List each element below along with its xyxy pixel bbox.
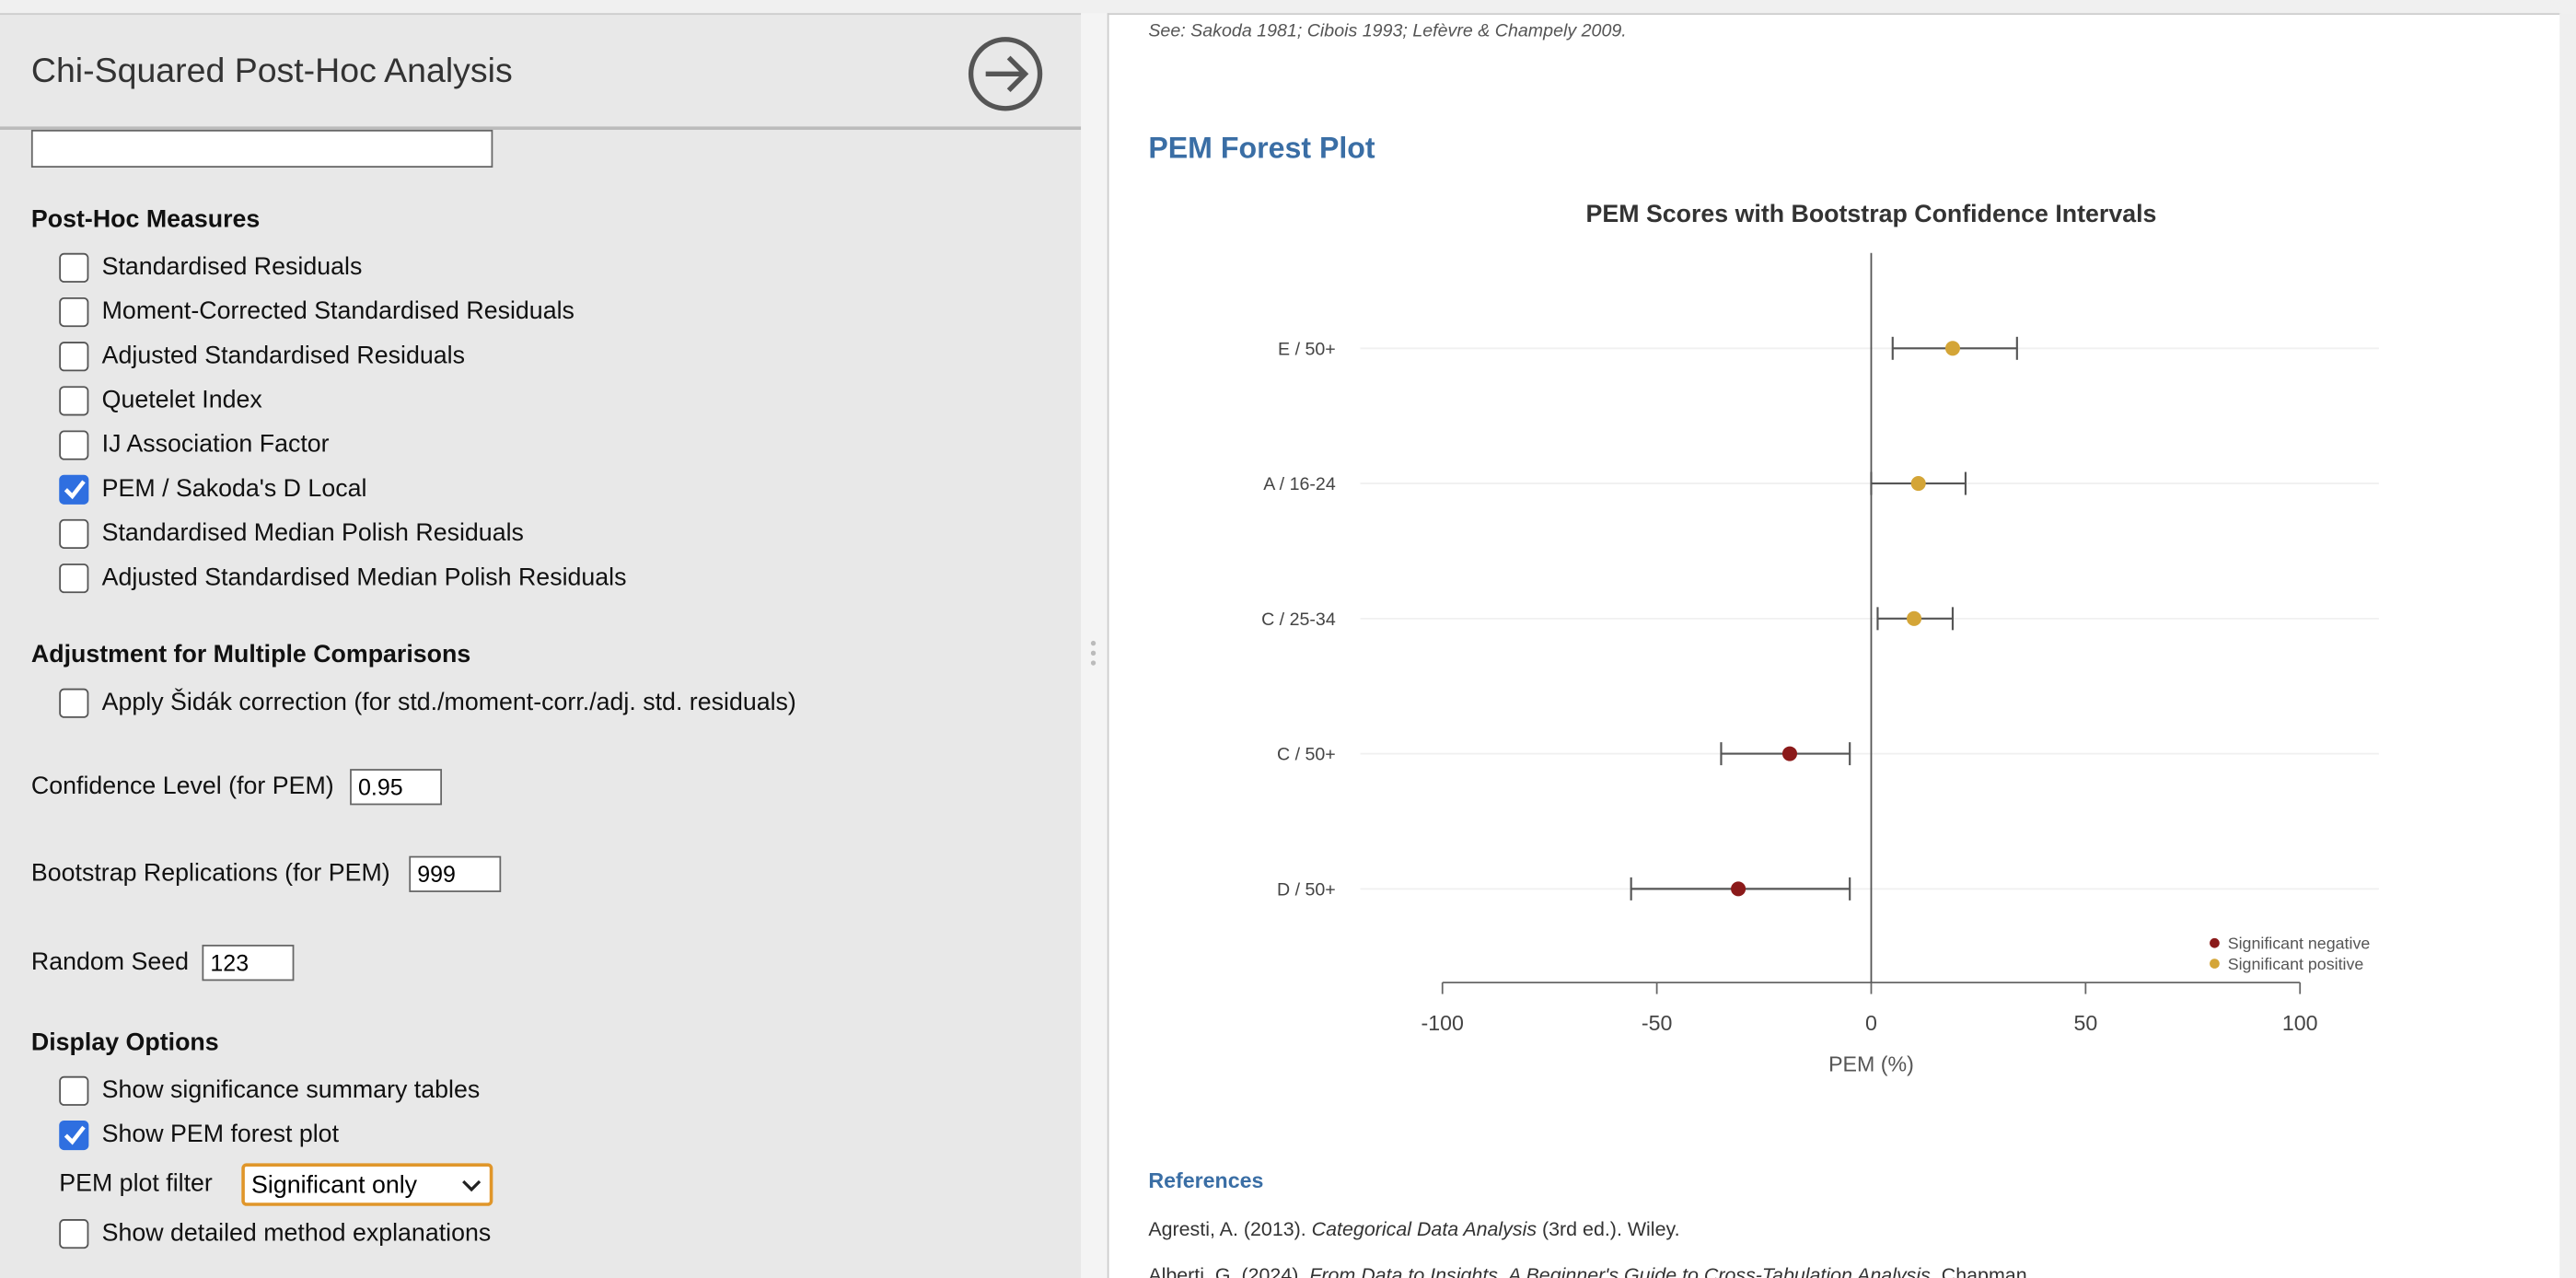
checkbox[interactable] [59, 386, 89, 416]
text-input[interactable] [30, 129, 493, 168]
select[interactable]: Significant only [241, 1163, 493, 1206]
reference: Agresti, A. (2013). Categorical Data Ana… [1148, 1217, 1679, 1240]
output-panel: See: Sakoda 1981; Cibois 1993; Lefèvre &… [1107, 13, 2561, 1278]
checkbox[interactable] [59, 252, 89, 283]
checkbox[interactable] [59, 563, 89, 594]
checkbox[interactable] [59, 518, 89, 550]
reference-part: Agresti, A. (2013). [1148, 1217, 1312, 1241]
reference-part: Alberti, G. (2024). [1148, 1263, 1310, 1278]
field-label: PEM plot filter [59, 1169, 213, 1198]
checkbox-label: PEM / Sakoda's D Local [101, 474, 367, 504]
checkbox-label: Apply Šidák correction (for std./moment-… [101, 688, 796, 717]
checkbox-label: Show significance summary tables [101, 1075, 481, 1105]
references-heading: References [1148, 1168, 1264, 1193]
citation: See: Sakoda 1981; Cibois 1993; Lefèvre &… [1148, 21, 1627, 41]
splitter[interactable] [1081, 13, 1108, 1278]
section-heading: Display Options [30, 1028, 219, 1057]
checkbox-label: Show detailed method explanations [101, 1219, 492, 1248]
checkbox-label: Moment-Corrected Standardised Residuals [101, 296, 574, 326]
reference-part: From Data to Insights. A Beginner's Guid… [1309, 1263, 1931, 1278]
checkbox[interactable] [59, 1219, 89, 1249]
checkbox[interactable] [59, 474, 89, 505]
reference-part: (3rd ed.). Wiley. [1537, 1217, 1680, 1241]
checkbox-label: Standardised Residuals [101, 252, 363, 282]
checkbox[interactable] [59, 296, 89, 328]
checkbox-label: IJ Association Factor [101, 430, 330, 459]
checkbox[interactable] [59, 1075, 89, 1106]
field-label: Random Seed [30, 947, 190, 976]
checkbox-label: Adjusted Standardised Median Polish Resi… [101, 563, 627, 592]
field-label: Bootstrap Replications (for PEM) [30, 859, 390, 888]
field-label: Confidence Level (for PEM) [30, 772, 334, 801]
number-input[interactable]: 0.95 [350, 769, 443, 806]
reference-part: Categorical Data Analysis [1311, 1217, 1537, 1241]
checkbox[interactable] [59, 688, 89, 718]
checkbox[interactable] [59, 430, 89, 460]
checkbox-label: Standardised Median Polish Residuals [101, 518, 524, 548]
panel-title: Chi-Squared Post-Hoc Analysis [30, 52, 513, 91]
run-button[interactable] [966, 34, 1045, 113]
checkbox-label: Quetelet Index [101, 386, 262, 414]
section-heading: Adjustment for Multiple Comparisons [30, 640, 471, 669]
section-title: PEM Forest Plot [1148, 131, 1375, 165]
reference: Alberti, G. (2024). From Data to Insight… [1148, 1263, 2026, 1278]
options-panel: Chi-Squared Post-Hoc Analysis Post-Hoc M… [0, 13, 1082, 1278]
scroll-gutter [2559, 13, 2576, 1278]
checkbox[interactable] [59, 1120, 89, 1151]
section-heading: Post-Hoc Measures [30, 205, 261, 234]
checkbox-label: Show PEM forest plot [101, 1120, 340, 1149]
number-input[interactable]: 999 [409, 855, 502, 892]
checkbox-label: Adjusted Standardised Residuals [101, 342, 465, 370]
number-input[interactable]: 123 [202, 945, 295, 982]
checkbox[interactable] [59, 342, 89, 372]
reference-part: . Chapman [1930, 1263, 2027, 1278]
header-divider [0, 126, 1082, 130]
